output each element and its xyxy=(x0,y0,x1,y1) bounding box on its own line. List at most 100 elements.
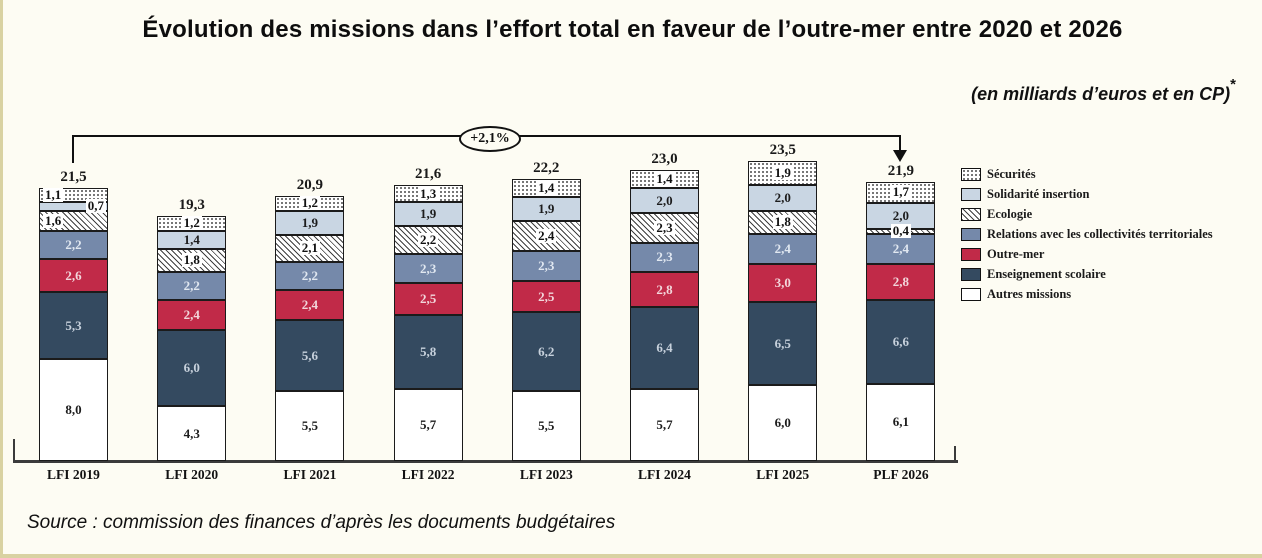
axis-right-tick xyxy=(954,446,956,461)
segment-value-text: 2,3 xyxy=(654,219,675,235)
segment-value: 2,0 xyxy=(867,208,934,223)
x-axis-label: LFI 2022 xyxy=(401,467,455,482)
bar-segment: 2,4 xyxy=(748,233,818,265)
segment-value-text: 2,4 xyxy=(536,228,557,244)
axis-left-tick xyxy=(13,439,15,461)
segment-value: 2,4 xyxy=(276,297,343,312)
segment-value: 6,5 xyxy=(749,335,816,351)
segment-value: 6,4 xyxy=(631,339,698,355)
bar-segment: 1,9 xyxy=(748,161,818,186)
bar-segment: 6,0 xyxy=(157,330,227,407)
bar-segment: 6,5 xyxy=(748,302,818,385)
segment-value-text: 6,0 xyxy=(183,360,200,376)
segment-value-text: 2,2 xyxy=(65,237,82,253)
bar-segment: 2,8 xyxy=(866,264,936,300)
bar-segment: 8,0 xyxy=(39,359,108,461)
bar-segment: 1,8 xyxy=(157,248,227,272)
segment-value-text: 2,0 xyxy=(774,190,791,206)
bar-segment: 2,6 xyxy=(39,259,108,293)
segment-value-text: 2,3 xyxy=(538,258,555,274)
segment-value: 6,2 xyxy=(513,344,580,359)
segment-value: 2,2 xyxy=(276,268,343,283)
bar-segment: 5,5 xyxy=(511,391,581,461)
legend-swatch xyxy=(961,247,981,261)
x-axis-label: LFI 2025 xyxy=(756,467,810,482)
segment-value: 2,2 xyxy=(158,277,225,293)
segment-value-text: 6,4 xyxy=(656,339,673,355)
segment-value: 2,4 xyxy=(749,241,816,256)
segment-value-text: 1,2 xyxy=(299,195,321,211)
segment-value: 2,2 xyxy=(395,232,462,248)
bar-segment: 2,2 xyxy=(275,261,345,290)
bar-segment: 2,5 xyxy=(393,283,463,315)
segment-value: 2,5 xyxy=(513,288,580,304)
bar-segment: 6,2 xyxy=(511,312,581,392)
segment-value-text: 1,4 xyxy=(536,179,557,195)
segment-value: 2,3 xyxy=(631,219,698,235)
chart-canvas: +2,1% Sécurités Solidarité insertion Ecolo… xyxy=(3,0,1262,554)
bar-total: 20,9 xyxy=(296,176,324,193)
legend-label: Solidarité insertion xyxy=(987,186,1090,201)
segment-value-text: 2,2 xyxy=(183,277,200,293)
chart-title: Évolution des missions dans l’effort tot… xyxy=(142,16,1123,43)
bar-total: 21,6 xyxy=(414,166,442,183)
bar-segment: 1,9 xyxy=(393,201,463,227)
legend-item: Autres missions xyxy=(961,284,1213,304)
segment-value-text: 6,1 xyxy=(892,414,910,430)
segment-value-text: 2,5 xyxy=(538,288,555,304)
segment-value: 2,4 xyxy=(513,228,580,244)
bar-segment: 6,4 xyxy=(630,307,699,389)
bar-segment: 2,2 xyxy=(393,226,463,254)
bar-segment: 2,3 xyxy=(630,213,699,243)
bar-segment: 1,2 xyxy=(275,195,345,211)
segment-value: 1,4 xyxy=(158,233,225,247)
legend-item: Outre-mer xyxy=(961,244,1213,264)
bar-segment: 1,9 xyxy=(511,196,581,221)
segment-value: 6,1 xyxy=(867,415,934,429)
legend-swatch xyxy=(961,227,981,241)
segment-value-text: 5,6 xyxy=(301,347,319,363)
segment-value-text: 4,3 xyxy=(183,425,200,441)
bar-segment: 2,0 xyxy=(748,185,818,211)
segment-value-text: 2,2 xyxy=(417,232,439,248)
segment-value: 1,7 xyxy=(867,185,934,200)
segment-value-text: 1,6 xyxy=(43,212,64,228)
segment-value-text: 2,3 xyxy=(419,260,437,276)
bar-segment: 2,4 xyxy=(866,233,936,265)
segment-value-text: 2,6 xyxy=(65,267,82,283)
segment-value: 2,4 xyxy=(867,241,934,256)
footnote-asterisk: * xyxy=(1230,76,1236,93)
segment-value: 1,1 xyxy=(40,187,107,202)
x-axis-label: LFI 2020 xyxy=(165,467,219,482)
bar-segment: 1,4 xyxy=(630,170,699,188)
bar-segment: 0,7 xyxy=(39,199,108,214)
segment-value-text: 6,5 xyxy=(774,335,791,351)
segment-value-text: 5,7 xyxy=(419,416,437,432)
bar-segment: 2,3 xyxy=(393,253,463,284)
segment-value: 1,2 xyxy=(158,216,225,231)
segment-value: 2,8 xyxy=(867,274,934,289)
segment-value: 5,5 xyxy=(513,419,580,433)
legend-swatch xyxy=(961,207,981,221)
segment-value-text: 5,7 xyxy=(656,416,673,432)
bar-segment: 1,6 xyxy=(39,210,108,232)
segment-value-text: 2,0 xyxy=(656,192,673,208)
segment-value: 1,2 xyxy=(276,195,343,211)
segment-value-text: 2,4 xyxy=(183,306,200,322)
legend-item: Sécurités xyxy=(961,164,1213,184)
bar-segment: 5,7 xyxy=(630,388,699,461)
growth-arrow-head-icon xyxy=(893,150,907,162)
x-axis-line xyxy=(13,460,958,463)
segment-value-text: 2,3 xyxy=(656,249,673,265)
segment-value: 2,3 xyxy=(513,259,580,273)
segment-value-text: 5,5 xyxy=(301,418,319,434)
bar-segment: 2,8 xyxy=(630,271,699,308)
segment-value: 3,0 xyxy=(749,276,816,290)
segment-value: 2,2 xyxy=(40,238,107,252)
bar-segment: 0,4 xyxy=(866,224,936,239)
bar-total: 21,5 xyxy=(60,168,87,185)
segment-value: 1,9 xyxy=(276,215,343,230)
segment-value: 2,5 xyxy=(395,292,462,306)
legend-swatch xyxy=(961,287,981,301)
segment-value-text: 5,8 xyxy=(419,343,437,359)
